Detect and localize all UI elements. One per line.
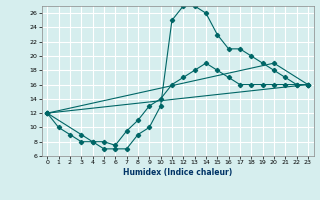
X-axis label: Humidex (Indice chaleur): Humidex (Indice chaleur)	[123, 168, 232, 177]
